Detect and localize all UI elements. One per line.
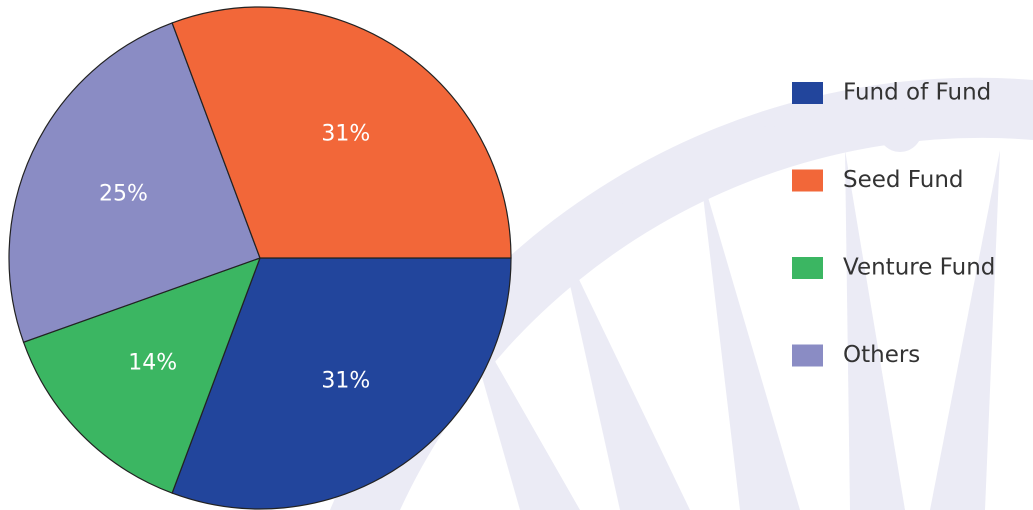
slice-label: 31% bbox=[321, 369, 370, 394]
slice-label: 14% bbox=[128, 351, 177, 376]
pie-slice bbox=[8, 22, 261, 343]
pie-slice bbox=[22, 257, 262, 494]
pie-slice bbox=[171, 6, 512, 259]
slice-label: 31% bbox=[321, 121, 370, 146]
legend: Fund of Fund Seed Fund Venture Fund Others bbox=[792, 80, 995, 368]
pie-slice bbox=[171, 257, 512, 510]
legend-swatch bbox=[792, 82, 823, 104]
legend-label: Seed Fund bbox=[843, 167, 964, 193]
slice-label: 25% bbox=[99, 181, 148, 206]
legend-swatch bbox=[792, 344, 823, 367]
legend-label: Others bbox=[843, 342, 920, 368]
legend-swatch bbox=[792, 257, 823, 279]
legend-swatch bbox=[792, 169, 823, 192]
legend-label: Venture Fund bbox=[843, 255, 995, 281]
pie: 31% 14% 25% 31% bbox=[8, 6, 512, 510]
legend-label: Fund of Fund bbox=[843, 80, 991, 106]
